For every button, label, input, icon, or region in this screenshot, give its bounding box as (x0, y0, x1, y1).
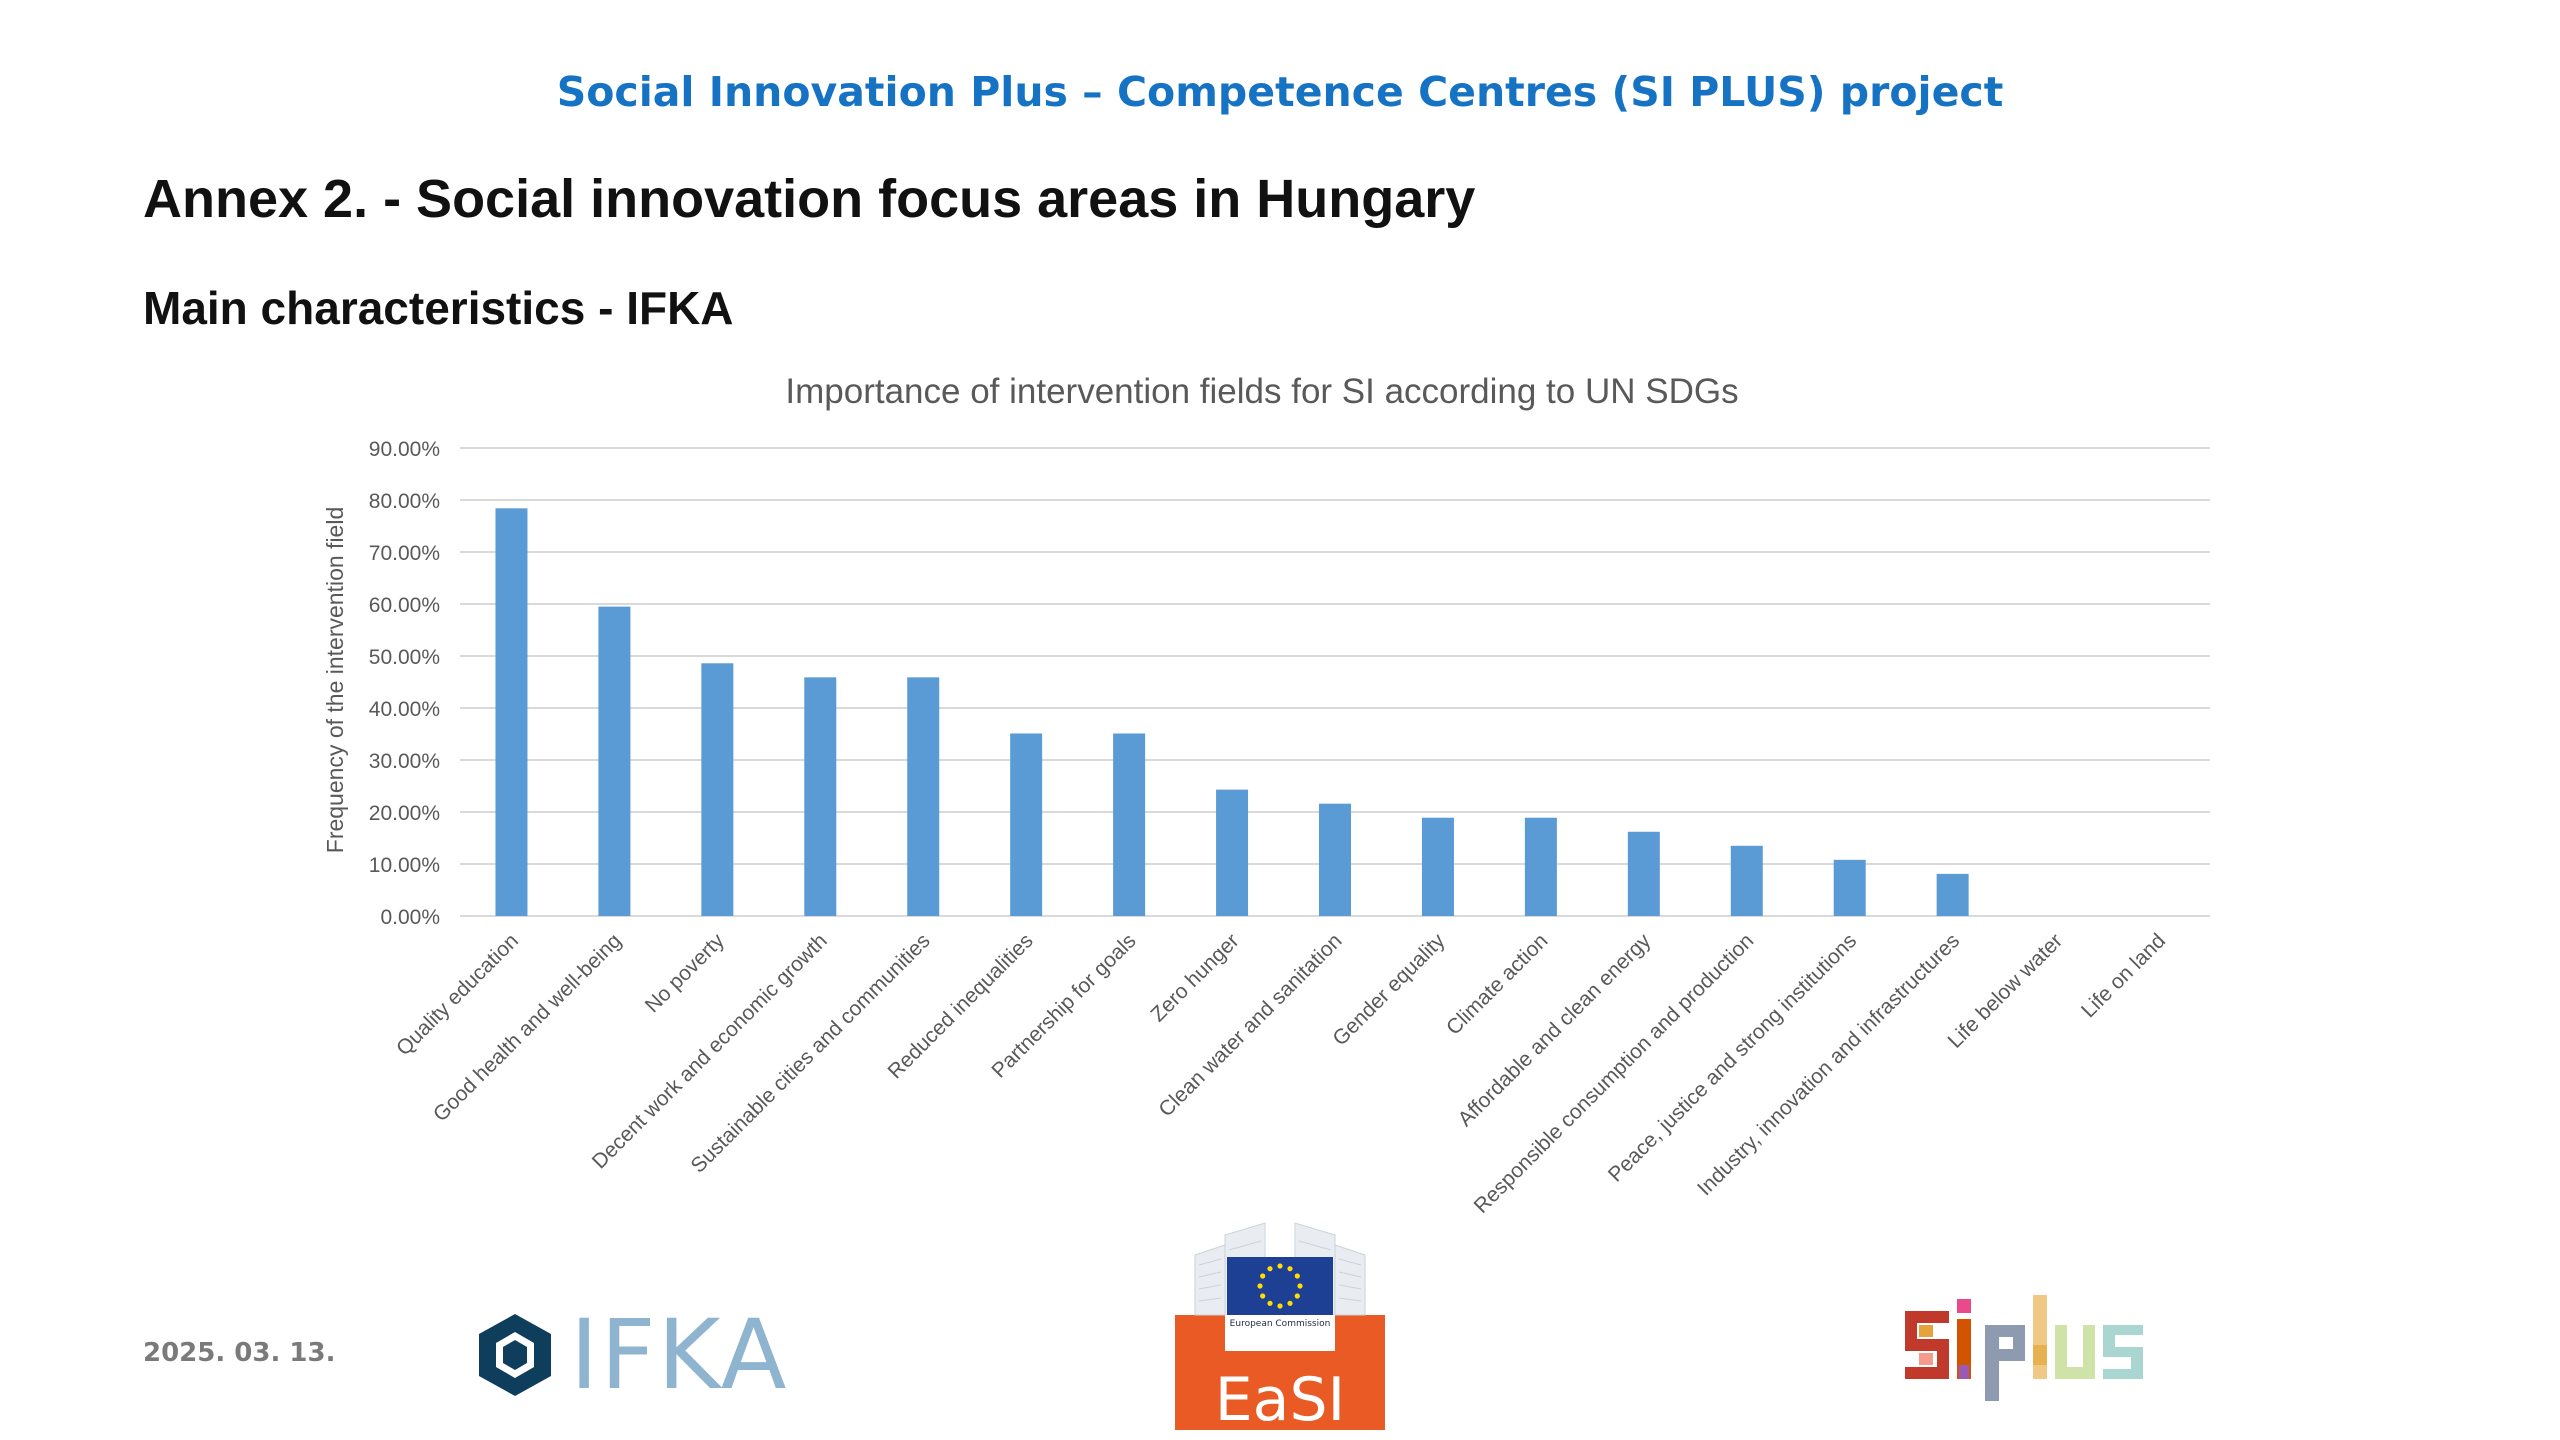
project-title: Social Innovation Plus – Competence Cent… (556, 68, 2004, 116)
eu-star (1277, 1303, 1283, 1309)
x-tick-label: Clean water and sanitation (1154, 929, 1346, 1121)
ifka-logo-text: IFKA (570, 1299, 789, 1411)
eu-star (1294, 1293, 1300, 1299)
gridlines (460, 447, 2210, 917)
y-axis-ticks: 0.00% 10.00% 20.00% 30.00% 40.00% 50.00% 60.00… (369, 438, 440, 929)
y-tick-label: 50.00% (369, 646, 440, 669)
bar (804, 677, 837, 916)
section-subtitle: Main characteristics - IFKA (143, 282, 734, 334)
eu-star (1297, 1283, 1303, 1289)
eu-star (1267, 1300, 1273, 1306)
eu-star (1287, 1266, 1293, 1272)
x-tick-label: Zero hunger (1146, 929, 1243, 1026)
eu-star (1267, 1266, 1273, 1272)
bar (1627, 831, 1660, 916)
ifka-logo: IFKA (470, 1299, 790, 1411)
bar-chart: Importance of intervention fields for SI… (322, 372, 2210, 1218)
x-tick-label: No poverty (641, 929, 729, 1017)
y-tick-label: 0.00% (380, 906, 440, 929)
bar (495, 508, 528, 916)
x-tick-label: Affordable and clean energy (1454, 929, 1656, 1131)
bar (1010, 733, 1043, 916)
x-tick-label: Gender equality (1328, 929, 1449, 1050)
chart-title: Importance of intervention fields for SI… (785, 372, 1738, 411)
bar (907, 677, 940, 916)
bars (495, 508, 1969, 916)
eu-stars-icon (1257, 1263, 1303, 1309)
y-axis-label: Frequency of the intervention field (322, 507, 348, 853)
eu-star (1260, 1273, 1266, 1279)
bar (1421, 817, 1454, 916)
bar (1730, 845, 1763, 916)
eu-star (1277, 1263, 1283, 1269)
bar (1319, 803, 1351, 916)
eu-star (1287, 1300, 1293, 1306)
annex-title: Annex 2. - Social innovation focus areas… (143, 169, 1476, 229)
siplus-wordmark-icon (1905, 1295, 2143, 1401)
y-tick-label: 40.00% (369, 698, 440, 721)
bar (598, 606, 631, 916)
x-tick-label: Life on land (2077, 929, 2170, 1022)
y-tick-label: 30.00% (369, 750, 440, 773)
x-tick-label: Life below water (1944, 929, 2068, 1053)
bar (1113, 733, 1146, 916)
y-tick-label: 20.00% (369, 802, 440, 825)
ifka-hexagon-icon (479, 1314, 551, 1396)
eu-star (1257, 1283, 1263, 1289)
easi-logo-text: EaSI (1214, 1365, 1346, 1435)
y-tick-label: 10.00% (369, 854, 440, 877)
bar (1936, 873, 1969, 916)
eu-star (1260, 1293, 1266, 1299)
y-tick-label: 60.00% (369, 594, 440, 617)
siplus-logo (1905, 1295, 2145, 1405)
eu-star (1294, 1273, 1300, 1279)
y-tick-label: 80.00% (369, 490, 440, 513)
bar (1524, 817, 1557, 916)
y-tick-label: 70.00% (369, 542, 440, 565)
bar (701, 663, 734, 916)
bar (1833, 859, 1866, 916)
easi-logo: European Commission EaSI (1155, 1215, 1405, 1435)
date: 2025. 03. 13. (143, 1338, 336, 1368)
ec-logo-text: European Commission (1229, 1319, 1331, 1329)
x-tick-label: Good health and well-being (429, 929, 626, 1126)
bar (1216, 789, 1249, 916)
y-tick-label: 90.00% (369, 438, 440, 461)
x-tick-label: Climate action (1442, 929, 1552, 1039)
ec-building-icon (1175, 1222, 1385, 1430)
